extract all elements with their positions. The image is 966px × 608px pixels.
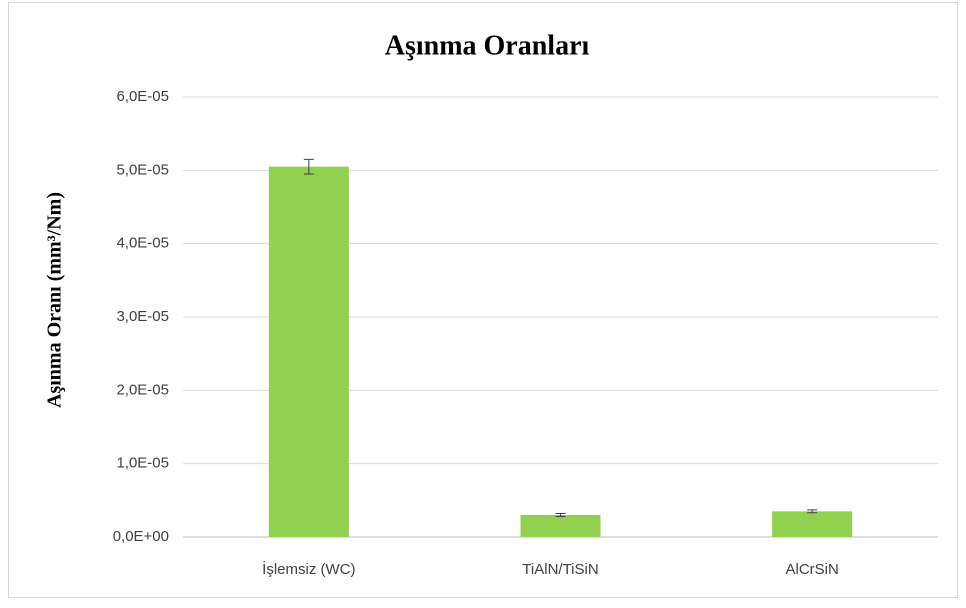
bar (520, 515, 601, 537)
y-axis-label: Aşınma Oranı (mm³/Nm) (44, 192, 66, 408)
y-tick-label: 5,0E-05 (116, 161, 169, 178)
chart-title: Aşınma Oranları (385, 30, 590, 61)
bar (772, 511, 853, 537)
x-tick-label: TiAlN/TiSiN (522, 561, 598, 578)
error-bar (303, 158, 314, 175)
y-tick-label: 0,0E+00 (113, 528, 169, 545)
chart-border (8, 2, 958, 598)
y-tick-label: 2,0E-05 (116, 381, 169, 398)
y-tick-label: 1,0E-05 (116, 455, 169, 472)
x-tick-label: AlCrSiN (785, 561, 838, 578)
y-tick-label: 6,0E-05 (116, 88, 169, 105)
x-tick-label: İşlemsiz (WC) (262, 560, 355, 578)
y-tick-label: 3,0E-05 (116, 308, 169, 325)
error-bar (555, 513, 566, 517)
bar (268, 166, 349, 537)
y-tick-label: 4,0E-05 (116, 235, 169, 252)
error-bar (807, 509, 818, 514)
